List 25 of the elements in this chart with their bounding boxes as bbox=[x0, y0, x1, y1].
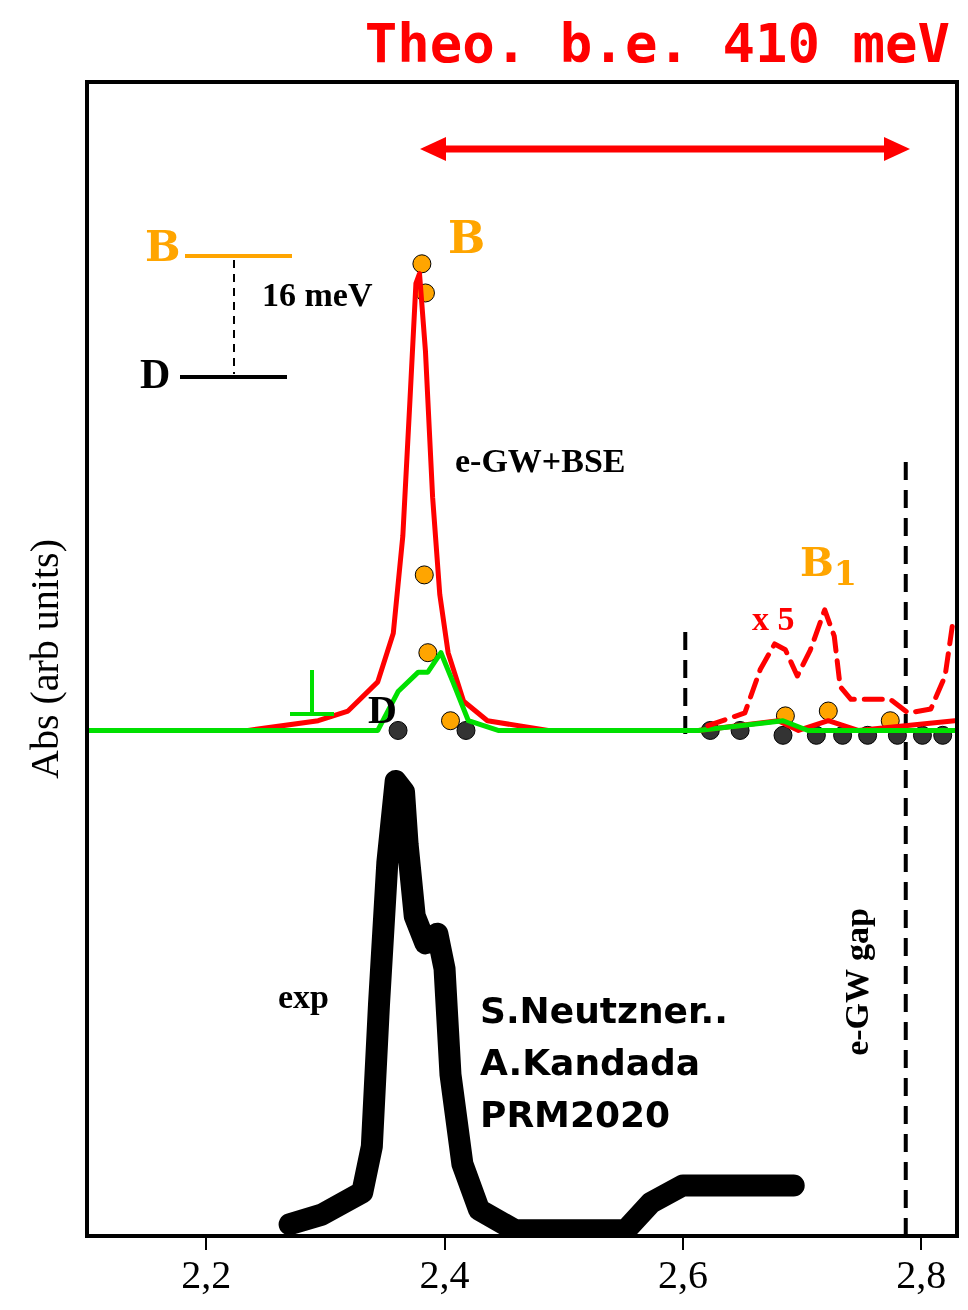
annotation: e-GW+BSE bbox=[455, 442, 626, 480]
point bbox=[456, 720, 476, 740]
x-tick-label: 2,4 bbox=[419, 1251, 470, 1297]
annotation: x 5 bbox=[752, 600, 795, 638]
chart-title: Theo. b.e. 410 meV bbox=[364, 12, 950, 75]
annotation: 16 meV bbox=[262, 276, 373, 314]
annotation: exp bbox=[278, 978, 329, 1016]
point bbox=[773, 725, 793, 745]
point bbox=[414, 565, 434, 585]
x-tick-label: 2,8 bbox=[896, 1251, 947, 1297]
text: B bbox=[448, 212, 486, 263]
point bbox=[412, 254, 432, 274]
ref-line-label: e-GW gap bbox=[837, 908, 875, 1056]
annotation: D bbox=[140, 350, 171, 398]
point bbox=[440, 711, 460, 731]
annotation: S.Neutzner.. bbox=[480, 990, 728, 1031]
point bbox=[418, 643, 438, 663]
annotation: B bbox=[145, 222, 181, 271]
annotation: B$_{1}$ bbox=[800, 538, 858, 593]
annotation: A.Kandada bbox=[480, 1042, 701, 1083]
x-tick-label: 2,2 bbox=[181, 1251, 232, 1297]
point bbox=[818, 701, 838, 721]
y-axis-title: Abs (arb units) bbox=[22, 539, 67, 779]
x-tick-label: 2,6 bbox=[657, 1251, 708, 1297]
annotation: PRM2020 bbox=[480, 1094, 671, 1135]
